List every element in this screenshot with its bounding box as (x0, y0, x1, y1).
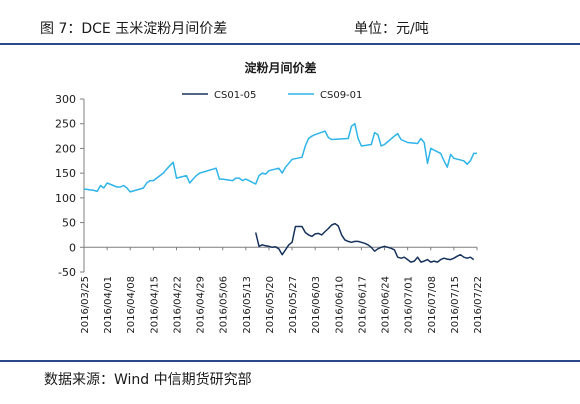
x-tick-label: 2016/04/29 (196, 276, 207, 334)
x-tick-label: 2016/06/03 (311, 276, 322, 334)
x-tick-label: 2016/05/06 (219, 276, 230, 334)
x-tick-label: 2016/07/22 (473, 276, 484, 334)
x-tick-label: 2016/06/17 (357, 276, 368, 334)
y-tick-label: 0 (69, 241, 76, 254)
header-rule (0, 43, 580, 45)
y-tick-label: -50 (58, 266, 76, 279)
x-tick-label: 2016/06/10 (334, 276, 345, 334)
y-tick-label: 200 (55, 142, 76, 155)
legend-label-cs01-05: CS01-05 (214, 90, 256, 101)
x-tick-label: 2016/07/08 (427, 276, 438, 334)
y-tick-label: 50 (62, 217, 76, 230)
x-tick-label: 2016/07/01 (404, 276, 415, 334)
figure-source: 数据来源：Wind 中信期货研究部 (44, 372, 252, 388)
y-tick-label: 300 (55, 93, 76, 106)
series-line-cs01-05 (254, 222, 475, 263)
chart-title: 淀粉月间价差 (244, 60, 316, 75)
legend-label-cs09-01: CS09-01 (320, 90, 362, 101)
figure-header: 图 7：DCE 玉米淀粉月间价差 单位：元/吨 (0, 0, 580, 44)
x-tick-label: 2016/05/27 (288, 276, 299, 334)
x-tick-label: 2016/07/15 (450, 276, 461, 334)
x-tick-label: 2016/04/01 (103, 276, 114, 334)
figure-title: 图 7：DCE 玉米淀粉月间价差 (40, 21, 228, 37)
x-tick-label: 2016/04/22 (172, 276, 183, 334)
x-tick-label: 2016/04/08 (126, 276, 137, 334)
spread-chart: 淀粉月间价差 CS01-05 CS09-01 -50 0 50 100 150 200 250 30… (55, 60, 484, 334)
x-tick-label: 2016/05/20 (265, 276, 276, 334)
x-tick-label: 2016/04/15 (149, 276, 160, 334)
footer-rule (0, 360, 580, 362)
x-tick-label: 2016/05/13 (242, 276, 253, 334)
figure-unit: 单位：元/吨 (354, 21, 429, 37)
y-tick-label: 100 (55, 192, 76, 205)
y-tick-label: 250 (55, 118, 76, 131)
x-tick-label: 2016/06/24 (381, 276, 392, 334)
y-tick-label: 150 (55, 167, 76, 180)
series-line-cs09-01 (83, 122, 477, 193)
x-tick-label: 2016/03/25 (80, 276, 91, 334)
